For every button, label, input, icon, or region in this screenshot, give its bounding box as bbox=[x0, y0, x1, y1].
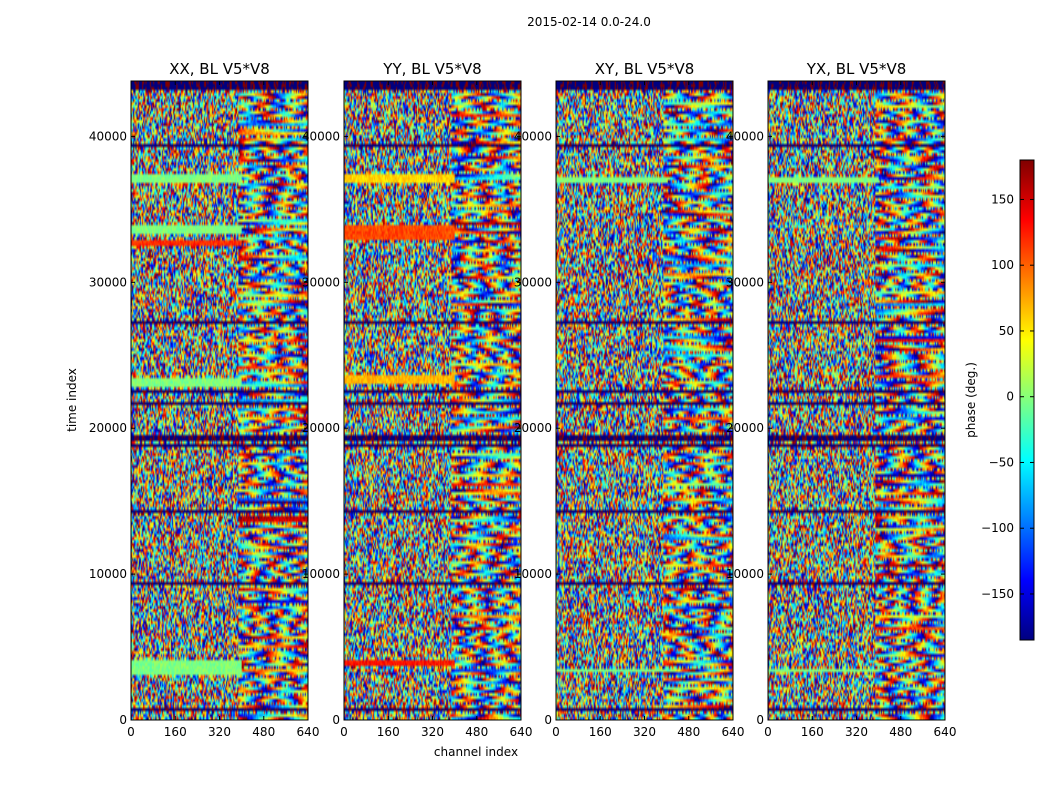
y-tick-label: 10000 bbox=[514, 567, 552, 581]
x-tick-label: 480 bbox=[465, 725, 488, 739]
y-tick-label: 40000 bbox=[89, 129, 127, 143]
panel-title: XX, BL V5*V8 bbox=[169, 60, 270, 78]
heatmap-image-3 bbox=[768, 81, 945, 720]
x-tick-label: 640 bbox=[934, 725, 957, 739]
y-tick-label: 20000 bbox=[89, 421, 127, 435]
figure-title: 2015-02-14 0.0-24.0 bbox=[527, 15, 651, 29]
heatmap-image-2 bbox=[556, 81, 733, 720]
colorbar-gradient bbox=[1019, 159, 1035, 641]
heatmap-image-0 bbox=[131, 81, 308, 720]
y-tick-label: 40000 bbox=[726, 129, 764, 143]
heatmap-panels: XX, BL V5*V8 0 160 320 480 640 0 10000 20000 3000… bbox=[65, 60, 956, 759]
colorbar-tick-label: −50 bbox=[989, 455, 1014, 469]
colorbar-tick-label: −100 bbox=[981, 521, 1014, 535]
y-tick-label: 20000 bbox=[514, 421, 552, 435]
y-tick-label: 10000 bbox=[302, 567, 340, 581]
x-tick-label: 320 bbox=[845, 725, 868, 739]
y-tick-label: 20000 bbox=[302, 421, 340, 435]
y-tick-label: 40000 bbox=[514, 129, 552, 143]
x-tick-label: 640 bbox=[297, 725, 320, 739]
y-tick-label: 20000 bbox=[726, 421, 764, 435]
x-tick-label: 160 bbox=[589, 725, 612, 739]
colorbar-tick-label: 50 bbox=[999, 324, 1014, 338]
x-tick-label: 0 bbox=[340, 725, 348, 739]
y-tick-label: 10000 bbox=[726, 567, 764, 581]
heatmap-panel-1: YY, BL V5*V8 0 160 320 480 640 0 10000 20000 3000… bbox=[302, 60, 533, 759]
colorbar-tick-label: 150 bbox=[991, 192, 1014, 206]
colorbar-label: phase (deg.) bbox=[964, 362, 978, 438]
panel-title: YX, BL V5*V8 bbox=[806, 60, 907, 78]
y-tick-label: 30000 bbox=[89, 275, 127, 289]
heatmap-panel-3: YX, BL V5*V8 0 160 320 480 640 0 10000 20000 3000… bbox=[726, 60, 957, 739]
y-tick-label: 0 bbox=[332, 713, 340, 727]
y-tick-label: 10000 bbox=[89, 567, 127, 581]
x-tick-label: 480 bbox=[677, 725, 700, 739]
x-tick-label: 320 bbox=[421, 725, 444, 739]
panel-title: XY, BL V5*V8 bbox=[595, 60, 695, 78]
x-tick-label: 0 bbox=[552, 725, 560, 739]
x-tick-label: 640 bbox=[722, 725, 745, 739]
x-axis-label: channel index bbox=[434, 745, 518, 759]
y-tick-label: 30000 bbox=[514, 275, 552, 289]
panel-title: YY, BL V5*V8 bbox=[382, 60, 481, 78]
heatmap-panel-0: XX, BL V5*V8 0 160 320 480 640 0 10000 20000 3000… bbox=[65, 60, 319, 739]
x-tick-label: 160 bbox=[164, 725, 187, 739]
heatmap-image-1 bbox=[344, 81, 521, 720]
y-tick-label: 0 bbox=[544, 713, 552, 727]
x-tick-label: 160 bbox=[377, 725, 400, 739]
x-tick-label: 480 bbox=[889, 725, 912, 739]
x-tick-label: 0 bbox=[127, 725, 135, 739]
x-tick-label: 640 bbox=[510, 725, 533, 739]
heatmap-panel-2: XY, BL V5*V8 0 160 320 480 640 0 10000 20000 3000… bbox=[514, 60, 745, 739]
colorbar: 150 100 50 0 −50 −100 −150 phase (deg.) bbox=[964, 159, 1035, 641]
x-tick-label: 160 bbox=[801, 725, 824, 739]
x-tick-label: 320 bbox=[208, 725, 231, 739]
y-tick-label: 30000 bbox=[302, 275, 340, 289]
y-tick-label: 30000 bbox=[726, 275, 764, 289]
colorbar-tick-label: −150 bbox=[981, 587, 1014, 601]
y-tick-label: 0 bbox=[756, 713, 764, 727]
x-tick-label: 480 bbox=[252, 725, 275, 739]
y-tick-label: 40000 bbox=[302, 129, 340, 143]
x-tick-label: 0 bbox=[764, 725, 772, 739]
x-tick-label: 320 bbox=[633, 725, 656, 739]
colorbar-tick-label: 0 bbox=[1006, 390, 1014, 404]
colorbar-tick-label: 100 bbox=[991, 258, 1014, 272]
y-tick-label: 0 bbox=[119, 713, 127, 727]
y-axis-label: time index bbox=[65, 368, 79, 432]
